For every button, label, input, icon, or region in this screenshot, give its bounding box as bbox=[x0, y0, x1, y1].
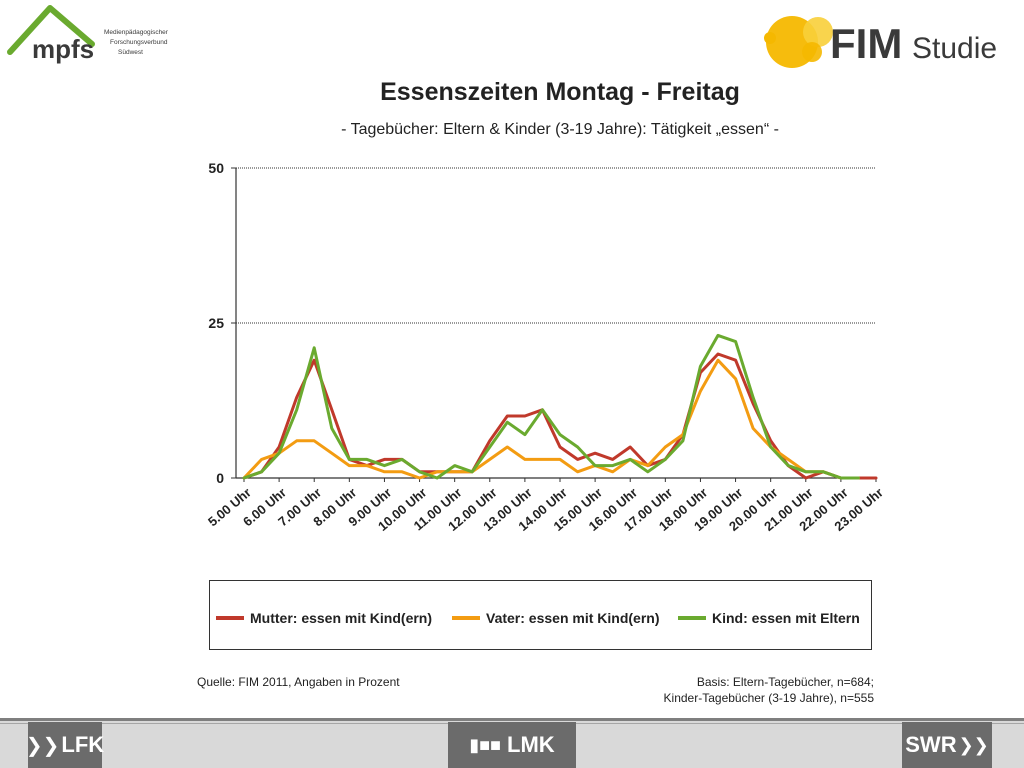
lfk-text: LFK bbox=[61, 732, 105, 757]
mpfs-line-2: Forschungsverbund bbox=[110, 39, 168, 46]
legend-item-mutter: Mutter: essen mit Kind(ern) bbox=[216, 610, 432, 626]
legend-swatch-mutter bbox=[216, 616, 244, 620]
legend-label-kind: Kind: essen mit Eltern bbox=[712, 610, 860, 626]
fim-studie-logo: FIM Studie bbox=[764, 16, 997, 68]
lfk-logo: ❯❯ LFK bbox=[25, 722, 105, 768]
lmk-logo: ▮■■ LMK bbox=[448, 722, 576, 768]
mpfs-logo: mpfs Medienpädagogischer Forschungsverbu… bbox=[7, 5, 169, 64]
y-tick-label: 50 bbox=[208, 160, 224, 176]
studie-wordmark: Studie bbox=[912, 32, 997, 65]
legend-swatch-kind bbox=[678, 616, 706, 620]
legend-item-kind: Kind: essen mit Eltern bbox=[678, 610, 860, 626]
swr-logo: SWR ❯❯ bbox=[902, 722, 992, 768]
source-note: Quelle: FIM 2011, Angaben in Prozent bbox=[197, 675, 400, 689]
legend-swatch-vater bbox=[452, 616, 480, 620]
basis-line-2: Kinder-Tagebücher (3-19 Jahre), n=555 bbox=[663, 691, 874, 705]
footer-rule bbox=[0, 718, 1024, 721]
series-line-2 bbox=[242, 358, 860, 480]
mpfs-wordmark: mpfs bbox=[32, 34, 94, 64]
lfk-icon: ❯❯ bbox=[25, 734, 60, 757]
mpfs-line-1: Medienpädagogischer bbox=[104, 29, 169, 36]
legend-label-vater: Vater: essen mit Kind(ern) bbox=[486, 610, 660, 626]
legend: Mutter: essen mit Kind(ern) Vater: essen… bbox=[209, 580, 872, 650]
basis-line-1: Basis: Eltern-Tagebücher, n=684; bbox=[696, 675, 874, 689]
legend-label-mutter: Mutter: essen mit Kind(ern) bbox=[250, 610, 433, 626]
y-tick-label: 0 bbox=[216, 470, 224, 486]
chart-subtitle: - Tagebücher: Eltern & Kinder (3-19 Jahr… bbox=[341, 121, 779, 138]
series-line-3 bbox=[242, 333, 860, 480]
basis-note: Basis: Eltern-Tagebücher, n=684; Kinder-… bbox=[664, 674, 874, 706]
swr-text: SWR bbox=[905, 732, 957, 757]
lmk-icon: ▮■■ bbox=[469, 734, 501, 755]
y-tick-label: 25 bbox=[208, 315, 224, 331]
chart-title: Essenszeiten Montag - Freitag bbox=[380, 78, 740, 106]
fim-wordmark: FIM bbox=[830, 20, 902, 67]
swr-icon: ❯❯ bbox=[958, 734, 989, 755]
mpfs-line-3: Südwest bbox=[118, 49, 143, 56]
lmk-text: LMK bbox=[507, 732, 555, 757]
legend-item-vater: Vater: essen mit Kind(ern) bbox=[452, 610, 660, 626]
